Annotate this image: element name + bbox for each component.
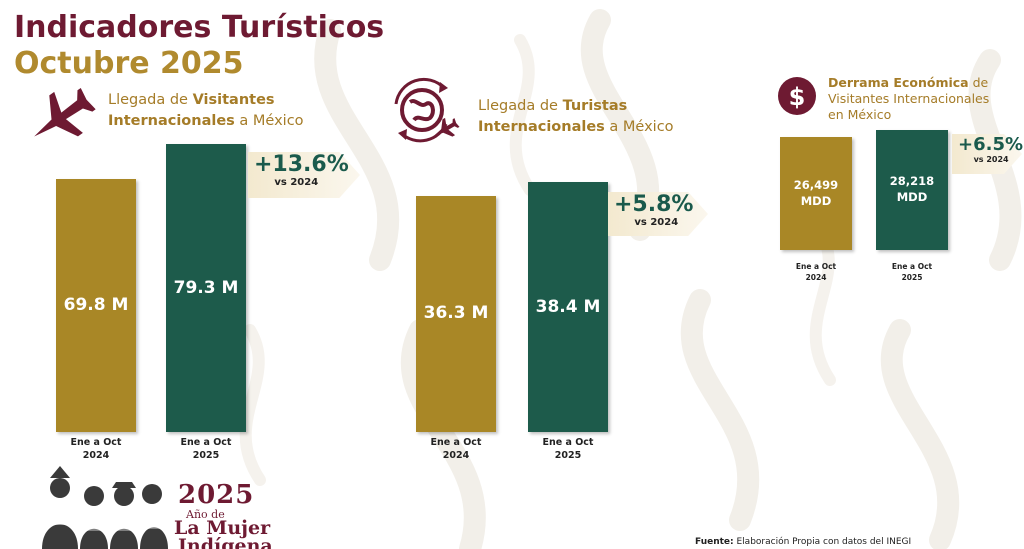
- title-line-1: Indicadores Turísticos: [14, 10, 385, 45]
- page-title: Indicadores Turísticos Octubre 2025: [14, 10, 384, 82]
- bar-chart3-2025: [876, 130, 948, 250]
- logo-subtitle: Año de: [186, 508, 225, 521]
- growth-arrow-shape: [608, 192, 708, 236]
- growth-percent: +6.5%: [958, 134, 1024, 155]
- growth-badge-chart2: +5.8% vs 2024: [608, 192, 708, 236]
- globe-plane-icon: [394, 77, 460, 143]
- bar-chart2-2024: [416, 195, 496, 432]
- airplane-icon: [34, 87, 96, 137]
- section-3-title: Derrama Económica de Visitantes Internac…: [828, 75, 990, 122]
- bar-chart3-2024: [780, 137, 852, 250]
- period-tick-label: Ene a Oct 2024: [430, 437, 482, 461]
- growth-comparison-note: vs 2024: [634, 217, 679, 228]
- title-line-2: Octubre 2025: [14, 46, 244, 81]
- bar-chart2-2025: [528, 182, 608, 432]
- bar-value-label: 36.3 M: [423, 303, 489, 324]
- section-turistas-header: Llegada de Turistas Internacionales a Mé…: [388, 74, 698, 146]
- source-note: Fuente: Elaboración Propia con datos del…: [695, 537, 912, 547]
- bar-value-label: 79.3 M: [173, 277, 239, 298]
- bar-chart1-2024: [56, 178, 136, 432]
- growth-badge-chart1: +13.6% vs 2024: [248, 152, 360, 198]
- indigenous-women-illustration: [42, 466, 168, 549]
- bar-chart1-2025: [166, 144, 246, 432]
- growth-badge-chart3: +6.5% vs 2024: [952, 134, 1024, 174]
- period-tick-label: Ene a Oct 2024: [70, 437, 122, 461]
- logo-line-1: La Mujer: [174, 517, 271, 539]
- bar-value-label: 26,499 MDD: [793, 177, 839, 208]
- logo-year: 2025: [178, 480, 255, 510]
- growth-comparison-note: vs 2024: [274, 177, 319, 188]
- growth-comparison-note: vs 2024: [973, 155, 1009, 164]
- growth-arrow-shape: [248, 152, 360, 198]
- period-tick-label: Ene a Oct 2024: [795, 262, 837, 282]
- period-tick-label: Ene a Oct 2025: [542, 437, 594, 461]
- section-derrama-header: $ Derrama Económica de Visitantes Intern…: [776, 75, 1003, 123]
- period-tick-label: Ene a Oct 2025: [891, 262, 933, 282]
- logo-line-2: Indígena: [178, 535, 273, 549]
- section-2-title: Llegada de Turistas Internacionales a Mé…: [478, 98, 674, 135]
- growth-percent: +13.6%: [254, 152, 349, 177]
- svg-text:$: $: [789, 83, 806, 111]
- bar-value-label: 28,218 MDD: [889, 174, 935, 204]
- growth-arrow-shape: [952, 134, 1022, 174]
- bar-value-label: 38.4 M: [535, 296, 601, 317]
- period-tick-label: Ene a Oct 2025: [180, 437, 232, 461]
- bar-value-label: 69.8 M: [63, 294, 129, 315]
- section-1-title: Llegada de Visitantes Internacionales a …: [108, 92, 304, 129]
- dollar-icon: $: [778, 77, 816, 115]
- growth-percent: +5.8%: [614, 192, 694, 217]
- section-visitantes-header: Llegada de Visitantes Internacionales a …: [22, 86, 328, 148]
